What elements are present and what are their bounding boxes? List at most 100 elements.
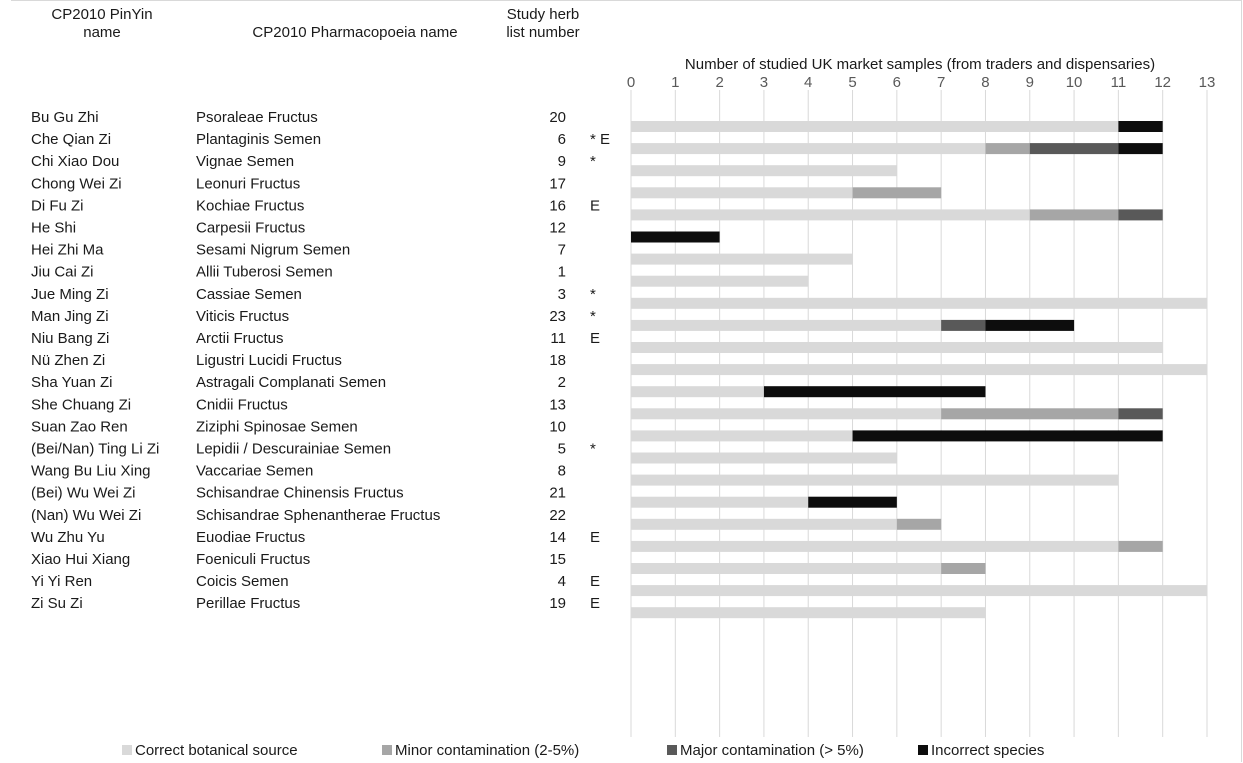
row-list-number: 17 — [549, 175, 566, 192]
row-pinyin-name: She Chuang Zi — [31, 396, 131, 413]
row-list-number: 23 — [549, 308, 566, 325]
x-tick-label: 9 — [1026, 74, 1034, 91]
row-pharmacopoeia-name: Plantaginis Semen — [196, 131, 321, 148]
bar-minor-contamination — [1118, 540, 1163, 552]
pharmacopoeia-column-header: CP2010 Pharmacopoeia name — [252, 24, 458, 41]
row-list-number: 22 — [549, 507, 566, 524]
table-row: Jue Ming Zi Cassiae Semen 3 * — [31, 286, 596, 303]
row-pharmacopoeia-name: Schisandrae Sphenantherae Fructus — [196, 507, 440, 524]
table-row: Xiao Hui Xiang Foeniculi Fructus 15 — [31, 551, 566, 568]
legend-label: Correct botanical source — [135, 742, 298, 759]
bar-correct — [631, 275, 809, 287]
x-tick-label: 11 — [1111, 74, 1127, 91]
row-list-number: 20 — [549, 109, 566, 126]
row-pharmacopoeia-name: Coicis Semen — [196, 573, 289, 590]
x-tick-label: 7 — [937, 74, 945, 91]
row-pinyin-name: He Shi — [31, 220, 76, 237]
row-pharmacopoeia-name: Vignae Semen — [196, 153, 294, 170]
bar-incorrect-species — [1118, 143, 1163, 155]
bar-correct — [631, 364, 1207, 376]
legend-swatch — [667, 745, 677, 755]
x-axis-ticks: 0 1 2 3 4 5 6 7 8 9 10 11 12 13 — [627, 74, 1216, 91]
bar-correct — [631, 121, 1119, 132]
row-list-number: 9 — [558, 153, 566, 170]
bar-minor-contamination — [852, 187, 942, 199]
row-mark: * — [590, 153, 596, 170]
bar-correct — [631, 563, 942, 574]
legend-item: Minor contamination (2-5%) — [382, 742, 579, 759]
bar-correct — [631, 209, 1030, 221]
row-list-number: 18 — [549, 352, 566, 369]
bar-incorrect-species — [852, 430, 1163, 442]
table-row: Che Qian Zi Plantaginis Semen 6 * E — [31, 131, 610, 148]
row-list-number: 6 — [558, 131, 566, 148]
bar-major-contamination — [1118, 209, 1163, 221]
bar-major-contamination — [1029, 143, 1119, 155]
row-list-number: 8 — [558, 463, 566, 480]
bar-incorrect-species — [808, 496, 897, 508]
row-list-number: 19 — [549, 595, 566, 612]
row-pinyin-name: Chi Xiao Dou — [31, 153, 119, 170]
row-list-number: 12 — [549, 220, 566, 237]
x-tick-label: 5 — [848, 74, 856, 91]
row-pharmacopoeia-name: Ziziphi Spinosae Semen — [196, 418, 358, 435]
row-list-number: 2 — [558, 374, 566, 391]
row-pharmacopoeia-name: Schisandrae Chinensis Fructus — [196, 485, 404, 502]
bar-correct — [631, 319, 942, 331]
row-pinyin-name: Hei Zhi Ma — [31, 242, 104, 259]
row-pharmacopoeia-name: Psoraleae Fructus — [196, 109, 318, 126]
bar-minor-contamination — [985, 143, 1030, 155]
row-pinyin-name: Wang Bu Liu Xing — [31, 463, 151, 480]
legend-label: Major contamination (> 5%) — [680, 742, 864, 759]
row-pinyin-name: Zi Su Zi — [31, 595, 83, 612]
row-mark: * — [590, 308, 596, 325]
row-pharmacopoeia-name: Viticis Fructus — [196, 308, 289, 325]
bar-correct — [631, 540, 1119, 552]
row-pinyin-name: Man Jing Zi — [31, 308, 109, 325]
x-tick-label: 2 — [715, 74, 723, 91]
row-pinyin-name: Nü Zhen Zi — [31, 352, 105, 369]
row-pharmacopoeia-name: Astragali Complanati Semen — [196, 374, 386, 391]
row-list-number: 10 — [549, 418, 566, 435]
row-pharmacopoeia-name: Carpesii Fructus — [196, 220, 305, 237]
bar-incorrect-species — [985, 319, 1075, 331]
row-pinyin-name: Suan Zao Ren — [31, 418, 128, 435]
table-row: Sha Yuan Zi Astragali Complanati Semen 2 — [31, 374, 566, 391]
row-list-number: 13 — [549, 396, 566, 413]
table-row: Zi Su Zi Perillae Fructus 19 E — [31, 595, 600, 612]
row-mark: E — [590, 573, 600, 590]
bar-correct — [631, 143, 986, 155]
bar-incorrect-species — [763, 386, 986, 398]
bars — [631, 121, 1207, 619]
table-row: She Chuang Zi Cnidii Fructus 13 — [31, 396, 566, 413]
table-row: Suan Zao Ren Ziziphi Spinosae Semen 10 — [31, 418, 566, 435]
bar-correct — [631, 607, 986, 619]
table-row: Jiu Cai Zi Allii Tuberosi Semen 1 — [31, 264, 566, 281]
row-pharmacopoeia-name: Kochiae Fructus — [196, 197, 304, 214]
row-list-number: 1 — [558, 264, 566, 281]
row-pinyin-name: Yi Yi Ren — [31, 573, 92, 590]
pinyin-column-header: CP2010 PinYin name — [51, 6, 153, 41]
row-pharmacopoeia-name: Lepidii / Descurainiae Semen — [196, 441, 391, 458]
table-row: Nü Zhen Zi Ligustri Lucidi Fructus 18 — [31, 352, 566, 369]
table-row: Niu Bang Zi Arctii Fructus 11 E — [31, 330, 600, 347]
x-tick-label: 12 — [1154, 74, 1171, 91]
table-row: Man Jing Zi Viticis Fructus 23 * — [31, 308, 596, 325]
bar-correct — [631, 386, 764, 398]
bar-minor-contamination — [896, 518, 942, 530]
bar-correct — [631, 253, 853, 265]
row-pinyin-name: Wu Zhu Yu — [31, 529, 105, 546]
bar-major-contamination — [1118, 408, 1163, 420]
row-pharmacopoeia-name: Euodiae Fructus — [196, 529, 305, 546]
row-pinyin-name: Jiu Cai Zi — [31, 264, 94, 281]
bar-incorrect-species — [631, 231, 720, 243]
table-row: (Nan) Wu Wei Zi Schisandrae Sphenantherae… — [31, 507, 566, 524]
table-row: He Shi Carpesii Fructus 12 — [31, 220, 566, 237]
bar-correct — [631, 474, 1119, 486]
table-row: Bu Gu Zhi Psoraleae Fructus 20 — [31, 109, 566, 126]
legend-item: Major contamination (> 5%) — [667, 742, 864, 759]
row-list-number: 14 — [549, 529, 566, 546]
bar-correct — [631, 496, 809, 508]
